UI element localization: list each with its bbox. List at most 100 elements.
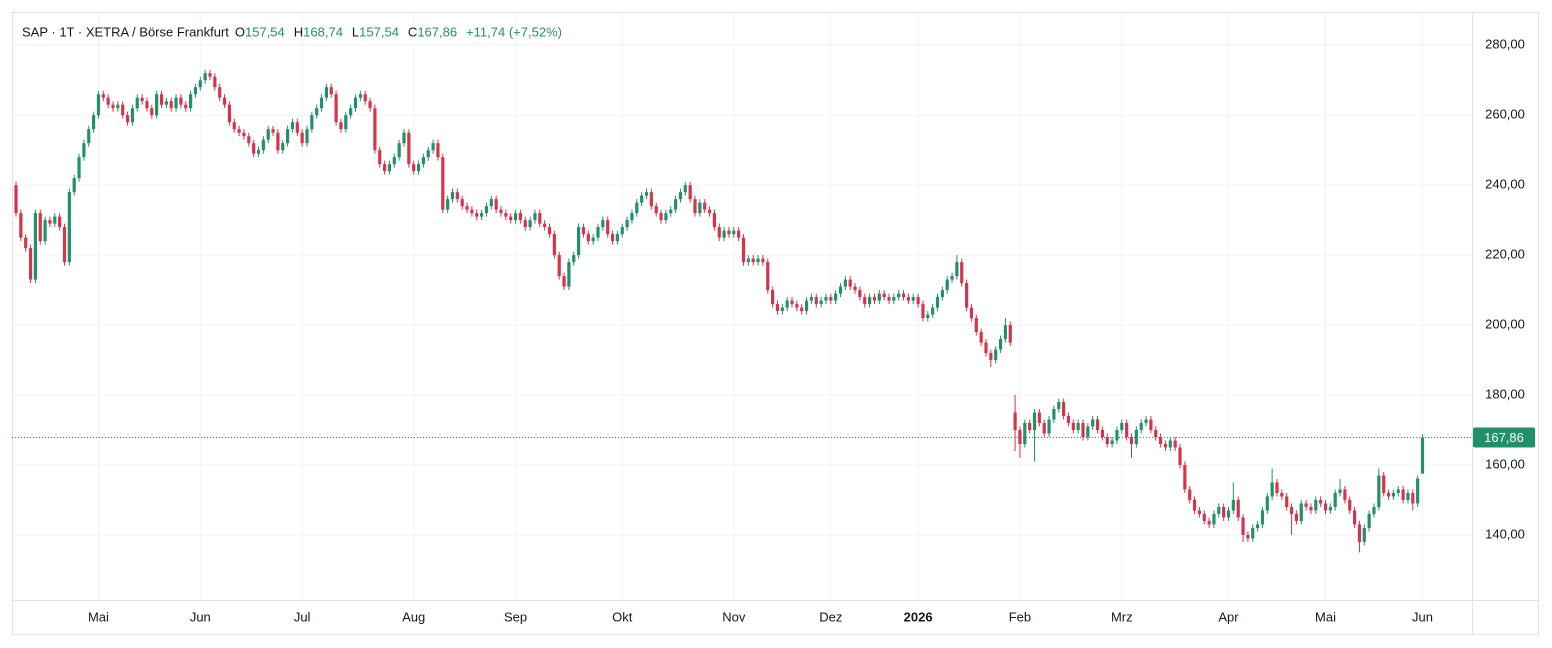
y-tick-label: 240,00 (1485, 177, 1525, 192)
candle-body (1275, 482, 1279, 493)
candle-body (688, 185, 692, 200)
candle-body (727, 230, 731, 235)
candle-body (863, 297, 867, 305)
candle-body (475, 213, 479, 217)
candle-body (383, 164, 387, 172)
candle-body (693, 199, 697, 214)
candle-body (1241, 517, 1245, 535)
candle-body (984, 342, 988, 354)
candle-body (164, 101, 168, 105)
candle-body (1115, 430, 1119, 441)
candle-body (533, 213, 537, 221)
candle-body (916, 297, 920, 305)
candle-body (1314, 499, 1318, 511)
candle-body (800, 307, 804, 312)
candle-body (368, 101, 372, 109)
candle-body (121, 104, 125, 116)
candle-body (1042, 423, 1046, 434)
candle-body (610, 234, 615, 242)
candle-body (1100, 430, 1104, 437)
candle-body (659, 213, 663, 221)
candle-body (33, 213, 37, 280)
candle-body (644, 192, 649, 196)
candle-body (329, 87, 333, 95)
candle-body (1066, 416, 1071, 424)
candle-body (732, 230, 736, 235)
candle-body (1256, 524, 1260, 528)
candle-body (1343, 489, 1347, 500)
candle-body (766, 262, 770, 291)
candle-body (24, 237, 28, 249)
y-tick-label: 140,00 (1485, 526, 1525, 541)
candle-body (829, 297, 833, 301)
candle-body (518, 213, 522, 221)
candle-body (1129, 436, 1134, 444)
candle-body (101, 94, 105, 98)
candle-body (43, 220, 47, 242)
candle-body (1236, 499, 1240, 518)
candle-body (528, 220, 532, 228)
candle-body (1013, 412, 1017, 431)
candle-body (935, 297, 940, 308)
candle-body (189, 94, 193, 109)
candle-body (523, 220, 527, 228)
candle-body (344, 115, 348, 130)
candle-body (271, 129, 275, 133)
candle-body (775, 304, 780, 312)
candle-body (761, 258, 765, 263)
candle-body (630, 213, 634, 221)
candle-body (218, 87, 222, 98)
candle-body (1018, 430, 1022, 444)
candle-body (1192, 499, 1197, 511)
candle-body (892, 297, 896, 301)
candle-body (1062, 402, 1066, 417)
candle-body (1188, 489, 1192, 500)
candle-body (489, 199, 493, 207)
candle-body (1348, 499, 1352, 511)
candle-body (858, 290, 862, 298)
candle-body (169, 101, 173, 109)
x-tick-label: Mai (88, 609, 109, 624)
candle-body (1178, 447, 1182, 465)
candle-body (14, 185, 18, 214)
candle-body (106, 97, 110, 105)
candle-body (1251, 527, 1255, 539)
candle-body (785, 300, 789, 308)
candle-body (1416, 478, 1420, 504)
candle-body (1289, 506, 1294, 514)
candle-body (756, 258, 760, 263)
candle-body (698, 202, 702, 214)
candle-body (470, 209, 474, 214)
candle-body (256, 150, 261, 154)
candle-body (1197, 510, 1201, 514)
candle-body (538, 213, 542, 224)
candle-body (1285, 496, 1289, 507)
candle-body (998, 339, 1003, 350)
candle-body (1144, 419, 1148, 424)
candle-body (208, 73, 212, 77)
candle-body (1163, 443, 1168, 448)
candle-body (1270, 482, 1274, 497)
candle-body (955, 262, 959, 277)
candle-body (795, 304, 799, 308)
candle-body (276, 132, 280, 151)
candle-body (237, 129, 241, 133)
candle-body (601, 220, 605, 228)
candle-body (1159, 436, 1163, 444)
candle-body (969, 307, 974, 319)
candle-body (77, 157, 81, 179)
candle-body (1391, 492, 1395, 497)
candle-body (722, 230, 726, 238)
candle-body (28, 248, 33, 280)
candle-body (1091, 419, 1095, 427)
candle-body (319, 97, 324, 109)
candle-body (174, 97, 178, 109)
candle-body (1139, 423, 1143, 431)
candle-body (402, 132, 406, 144)
candle-body (130, 108, 134, 123)
candle-body (1401, 489, 1405, 500)
candle-body (315, 108, 319, 116)
candle-body (1299, 503, 1303, 521)
candle-body (819, 300, 823, 305)
candle-body (358, 94, 362, 98)
